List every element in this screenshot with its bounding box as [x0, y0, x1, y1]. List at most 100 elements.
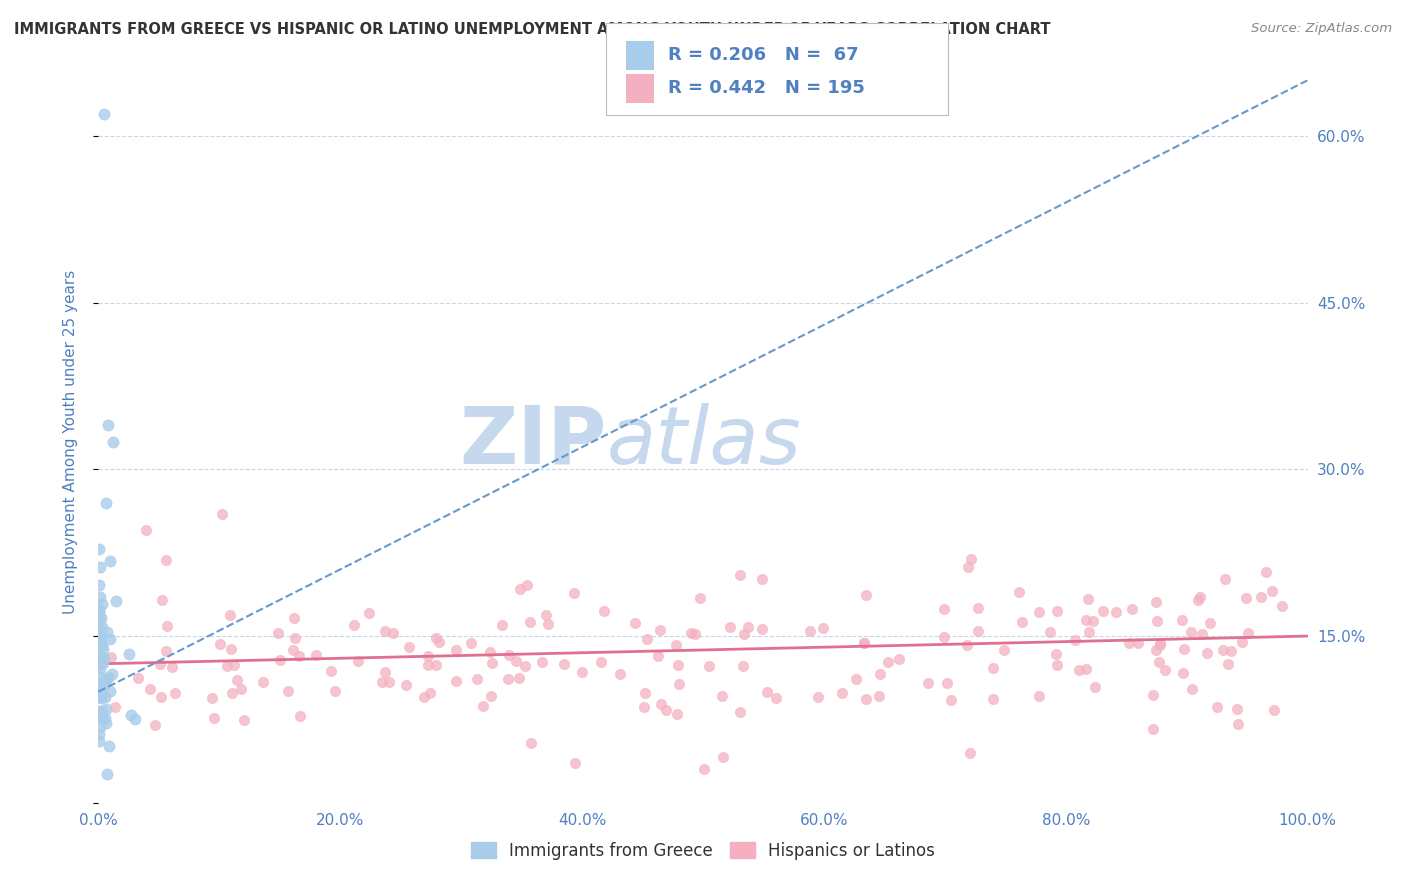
Point [1250, 591, 1272, 605]
Point [101, 434, 124, 449]
Point [564, 586, 586, 600]
Point [208, 637, 231, 651]
Point [666, 658, 689, 673]
Point [89, 590, 111, 604]
Point [87, 638, 110, 652]
Point [1226, 702, 1249, 716]
Point [93, 651, 115, 665]
Point [683, 626, 706, 640]
Point [1213, 572, 1236, 586]
Point [571, 665, 593, 679]
Point [1199, 615, 1222, 630]
Point [1263, 703, 1285, 717]
Point [87, 670, 110, 684]
Point [87, 727, 110, 741]
Point [1069, 663, 1091, 677]
Text: ZIP: ZIP [458, 402, 606, 481]
Point [87, 605, 110, 619]
Point [87, 621, 110, 635]
Point [505, 654, 527, 668]
Point [889, 652, 911, 666]
Point [87, 710, 110, 724]
Point [1146, 642, 1168, 657]
Point [90, 638, 112, 652]
Point [120, 708, 142, 723]
Point [374, 624, 396, 638]
Point [934, 602, 956, 616]
Point [418, 658, 440, 673]
Point [89, 541, 111, 556]
Point [94, 716, 117, 731]
Point [371, 675, 394, 690]
Point [553, 657, 575, 672]
Point [481, 656, 503, 670]
Point [1212, 643, 1234, 657]
Point [959, 552, 981, 566]
Point [983, 692, 1005, 706]
Point [710, 689, 733, 703]
Point [90, 690, 112, 705]
Text: R = 0.442   N = 195: R = 0.442 N = 195 [668, 79, 865, 97]
Point [89, 657, 111, 672]
Point [87, 704, 110, 718]
Point [733, 658, 755, 673]
Point [283, 632, 305, 646]
Point [1206, 700, 1229, 714]
Point [91, 620, 114, 634]
Point [211, 507, 233, 521]
Point [201, 691, 224, 706]
Point [93, 106, 115, 120]
Text: atlas: atlas [606, 402, 801, 481]
Point [87, 605, 110, 619]
Point [956, 638, 979, 652]
Point [1171, 613, 1194, 627]
Point [87, 641, 110, 656]
Point [91, 653, 114, 667]
Point [1028, 605, 1050, 619]
Point [509, 582, 531, 596]
Point [689, 591, 711, 605]
Point [93, 657, 115, 671]
Point [1144, 595, 1167, 609]
Point [853, 635, 876, 649]
Legend: Immigrants from Greece, Hispanics or Latinos: Immigrants from Greece, Hispanics or Lat… [464, 836, 942, 867]
Point [89, 637, 111, 651]
Point [1149, 638, 1171, 652]
Point [97, 739, 120, 754]
Point [91, 710, 114, 724]
Point [89, 632, 111, 647]
Point [1028, 689, 1050, 703]
Point [382, 625, 405, 640]
Point [513, 659, 536, 673]
Point [1234, 591, 1257, 606]
Point [90, 611, 112, 625]
Point [508, 671, 530, 685]
Point [491, 617, 513, 632]
Point [446, 643, 468, 657]
Point [97, 417, 120, 432]
Point [87, 602, 110, 616]
Point [419, 686, 441, 700]
Point [94, 496, 117, 510]
Point [156, 619, 179, 633]
Point [89, 720, 111, 734]
Point [89, 690, 111, 704]
Point [1121, 602, 1143, 616]
Point [100, 632, 122, 646]
Point [135, 524, 157, 538]
Point [89, 638, 111, 652]
Point [117, 647, 139, 661]
Point [666, 706, 689, 721]
Point [304, 648, 326, 662]
Point [1063, 632, 1085, 647]
Point [1180, 624, 1202, 639]
Point [94, 690, 117, 705]
Point [936, 676, 959, 690]
Point [633, 700, 655, 714]
Point [993, 643, 1015, 657]
Point [1195, 646, 1218, 660]
Point [665, 638, 688, 652]
Point [655, 703, 678, 717]
Point [89, 650, 111, 665]
Point [737, 620, 759, 634]
